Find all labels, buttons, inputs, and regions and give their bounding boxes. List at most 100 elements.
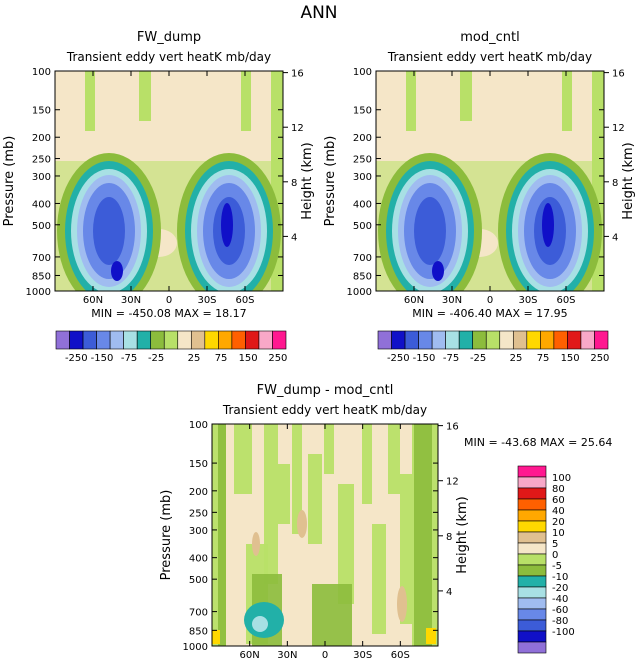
- panel-mod-cntl: 100 150 200 250 300 400 500 700 850 1000 60N 30N 0 30…: [323, 30, 636, 320]
- colorbar-swatch: [245, 330, 260, 350]
- contour-band-minus5: [241, 71, 251, 131]
- y-tick-label: 250: [353, 155, 372, 166]
- y-tick-label: 700: [32, 253, 51, 264]
- colorbar-swatch: [123, 330, 138, 350]
- y2-tick-label: 12: [446, 477, 459, 488]
- y-tick-label: 850: [189, 626, 208, 637]
- colorbar-swatch: [82, 330, 97, 350]
- colorbar-label: 10: [552, 528, 565, 539]
- y-tick-label: 1000: [347, 287, 372, 298]
- colorbar-swatch: [526, 330, 541, 350]
- y-tick-label: 100: [32, 67, 51, 78]
- colorbar-label: -100: [552, 627, 575, 638]
- contour-band-minus5: [264, 424, 278, 584]
- panel-title: FW_dump: [137, 30, 201, 45]
- colorbar-swatch: [418, 330, 433, 350]
- y2-tick-label: 8: [612, 178, 618, 189]
- y2-tick-label: 12: [291, 123, 304, 134]
- y-axis-label: Pressure (mb): [2, 136, 17, 227]
- colorbar-label: -150: [91, 353, 114, 364]
- y-tick-label: 100: [353, 67, 372, 78]
- x-tick-label: 60S: [556, 295, 575, 306]
- colorbar-label: 25: [510, 353, 523, 364]
- colorbar-label: -40: [552, 594, 568, 605]
- y-tick-label: 300: [353, 172, 372, 183]
- panel-subtitle: Transient eddy vert heatK mb/day: [222, 403, 427, 417]
- colorbar-label: 40: [552, 506, 565, 517]
- contour-jet-core: [111, 261, 123, 281]
- colorbar-swatch: [163, 330, 179, 350]
- colorbar-swatch: [204, 330, 219, 350]
- colorbar-swatch: [177, 330, 192, 350]
- stats-label: MIN = -43.68 MAX = 25.64: [464, 436, 612, 449]
- y2-tick-label: 4: [612, 232, 618, 243]
- y-tick-label: 850: [353, 271, 372, 282]
- y-tick-label: 1000: [26, 287, 51, 298]
- colorbar-swatch: [517, 531, 547, 544]
- panel-subtitle: Transient eddy vert heatK mb/day: [387, 50, 592, 64]
- colorbar-swatch: [553, 330, 568, 350]
- colorbar-swatch: [517, 619, 547, 632]
- contour-band-minus5: [278, 464, 290, 524]
- colorbar-swatch: [472, 330, 487, 350]
- panel-title: mod_cntl: [460, 30, 519, 45]
- colorbar-swatch: [517, 542, 547, 555]
- colorbar-label: 250: [590, 353, 609, 364]
- contour-fill: [55, 71, 283, 291]
- colorbar-swatch: [517, 575, 547, 588]
- x-tick-label: 0: [487, 295, 493, 306]
- x-tick-label: 30N: [277, 650, 297, 661]
- stats-label: MIN = -450.08 MAX = 18.17: [91, 307, 246, 320]
- colorbar-label: -10: [552, 572, 568, 583]
- panel-subtitle: Transient eddy vert heatK mb/day: [66, 50, 271, 64]
- colorbar-swatch: [258, 330, 273, 350]
- x-tick-label: 60N: [83, 295, 103, 306]
- colorbar-swatch: [391, 330, 406, 350]
- x-tick-label: 0: [166, 295, 172, 306]
- contour-fill: [376, 71, 604, 291]
- colorbar-swatch: [190, 330, 206, 350]
- colorbar-swatch: [218, 330, 233, 350]
- y-tick-label: 150: [189, 459, 208, 470]
- colorbar-swatch: [594, 330, 609, 350]
- contour-band-plus10: [426, 628, 436, 644]
- panel-title: FW_dump - mod_cntl: [257, 383, 394, 398]
- contour-band-minus5: [562, 71, 572, 131]
- y-tick-label: 200: [32, 133, 51, 144]
- colorbar-swatch: [458, 330, 474, 350]
- contour-band-plus10: [212, 630, 220, 644]
- colorbar-label: -25: [470, 353, 486, 364]
- colorbar-mod-cntl: -250 -150 -75 -25 25 75 150 250: [377, 330, 609, 364]
- colorbar-swatch: [517, 630, 547, 643]
- contour-band-minus5: [308, 454, 322, 544]
- colorbar-swatch: [517, 476, 547, 489]
- colorbar-swatch: [517, 586, 547, 599]
- colorbar-swatch: [499, 330, 514, 350]
- y-tick-label: 150: [353, 106, 372, 117]
- colorbar-swatch: [517, 597, 547, 610]
- y2-tick-label: 16: [612, 69, 625, 80]
- y-tick-label: 500: [32, 221, 51, 232]
- y2-tick-label: 16: [446, 422, 459, 433]
- colorbar-swatch: [517, 487, 547, 500]
- colorbar-swatch: [109, 330, 124, 350]
- colorbar-swatch: [517, 465, 547, 478]
- colorbar-swatch: [517, 509, 547, 522]
- contour-band-minus10: [218, 424, 226, 646]
- contour-band-minus40: [252, 616, 268, 632]
- colorbar-label: 20: [552, 517, 565, 528]
- contour-band-minus5: [139, 71, 151, 121]
- x-tick-label: 60N: [240, 650, 260, 661]
- contour-jet-core: [221, 203, 233, 247]
- colorbar-swatch: [517, 520, 547, 533]
- colorbar-label: 80: [552, 484, 565, 495]
- x-tick-label: 60S: [235, 295, 254, 306]
- colorbar-label: 60: [552, 495, 565, 506]
- colorbar-swatch: [567, 330, 582, 350]
- contour-band-minus5: [362, 424, 372, 504]
- y-tick-label: 500: [353, 221, 372, 232]
- y-tick-label: 250: [32, 155, 51, 166]
